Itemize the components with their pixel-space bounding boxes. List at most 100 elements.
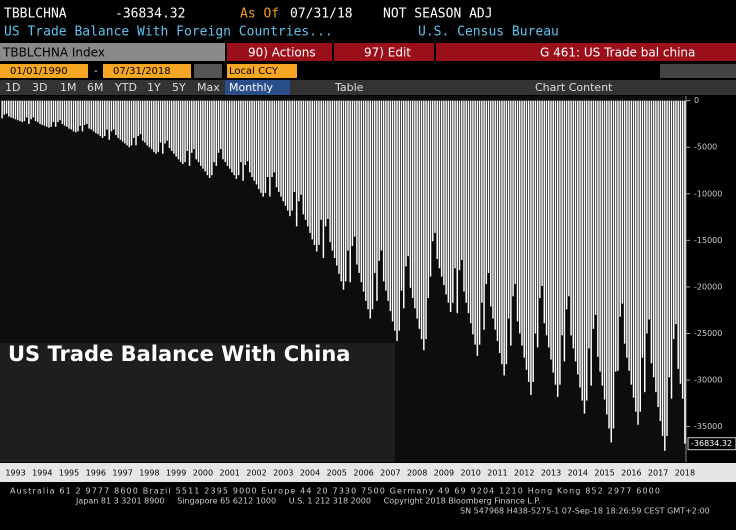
- frequency-box[interactable]: [225, 80, 290, 95]
- bar: [307, 100, 309, 227]
- footer-line: SN 547968 H438-5275-1 07-Sep-18 18:26:59…: [460, 507, 710, 516]
- bar: [202, 100, 204, 169]
- bar: [155, 100, 157, 154]
- period-button[interactable]: Max: [197, 81, 220, 94]
- bar: [347, 100, 349, 251]
- bar: [320, 100, 322, 220]
- period-button[interactable]: 1Y: [147, 81, 161, 94]
- bar: [400, 100, 403, 291]
- bar: [519, 100, 521, 334]
- bar: [590, 100, 592, 386]
- bar: [70, 100, 73, 130]
- periods: 1D 3D 1M 6M YTD 1Y 5Y Max: [5, 81, 220, 94]
- bar: [130, 100, 133, 146]
- end-date-box[interactable]: [103, 64, 191, 78]
- actions-button[interactable]: [227, 43, 332, 61]
- bar: [119, 100, 122, 140]
- bar: [617, 100, 619, 371]
- back-button[interactable]: [660, 64, 736, 78]
- bar: [523, 100, 525, 358]
- bar: [86, 100, 88, 124]
- bar: [601, 100, 604, 386]
- bar: [570, 100, 572, 336]
- bar: [532, 100, 534, 382]
- period-button[interactable]: 5Y: [172, 81, 186, 94]
- bar: [166, 100, 168, 141]
- bar: [494, 100, 496, 330]
- period-button[interactable]: 1D: [5, 81, 20, 94]
- footer-line: Australia 61 2 9777 8600 Brazil 5511 239…: [10, 487, 660, 496]
- x-tick-label: 2014: [568, 469, 588, 478]
- bar: [525, 100, 528, 370]
- nav-buttons[interactable]: [194, 64, 222, 78]
- bar: [63, 100, 66, 126]
- bar: [483, 100, 485, 330]
- x-tick-label: 2010: [461, 469, 481, 478]
- bar: [548, 100, 550, 348]
- bar: [66, 100, 68, 127]
- bar: [262, 100, 264, 197]
- y-tick-label: -5000: [694, 143, 717, 152]
- bar: [652, 100, 655, 378]
- chart-title: US Trade Balance With China: [8, 342, 350, 366]
- bar: [115, 100, 117, 136]
- bar: [407, 100, 409, 257]
- description: US Trade Balance With Foreign Countries.…: [4, 25, 333, 40]
- edit-button[interactable]: [334, 43, 434, 61]
- y-tick-label: -25000: [694, 329, 722, 338]
- bar: [168, 100, 171, 149]
- period-button[interactable]: YTD: [114, 81, 137, 94]
- bar: [378, 100, 380, 261]
- bar: [563, 100, 566, 362]
- x-tick-label: 2004: [300, 469, 320, 478]
- bar: [204, 100, 206, 172]
- period-button[interactable]: 6M: [87, 81, 104, 94]
- bar: [95, 100, 97, 134]
- bar: [28, 100, 30, 124]
- y-tick-label: -30000: [694, 376, 722, 385]
- bar: [632, 100, 635, 398]
- start-date: 01/01/1990: [10, 66, 68, 77]
- actions: 90) Actions: [248, 46, 316, 60]
- period-button[interactable]: 3D: [32, 81, 47, 94]
- bar: [135, 100, 137, 146]
- bar: [481, 100, 483, 303]
- bar: [585, 100, 588, 401]
- bar: [606, 100, 608, 415]
- bar: [353, 100, 356, 237]
- bar: [342, 100, 345, 290]
- bar: [414, 100, 416, 309]
- bar: [68, 100, 70, 129]
- table-button[interactable]: Table: [334, 81, 364, 94]
- bar: [329, 100, 331, 243]
- bar: [1, 100, 3, 119]
- bar: [597, 100, 599, 357]
- bar: [668, 100, 671, 378]
- bar: [264, 100, 267, 193]
- chart-content[interactable]: Chart Content: [535, 81, 613, 94]
- bar: [16, 100, 19, 121]
- bar: [349, 100, 351, 283]
- currency-box[interactable]: [227, 64, 297, 78]
- bar: [485, 100, 488, 285]
- bar: [362, 100, 365, 292]
- bar: [599, 100, 601, 372]
- bar: [619, 100, 621, 317]
- last-value-tag: [687, 437, 736, 451]
- x-tick-label: 2001: [220, 469, 240, 478]
- bar: [137, 100, 139, 137]
- bar: [97, 100, 99, 135]
- bar: [367, 100, 369, 310]
- bar: [657, 100, 659, 408]
- security-box[interactable]: [0, 43, 225, 61]
- bar: [521, 100, 523, 346]
- start-date-box[interactable]: [0, 64, 88, 78]
- bar: [291, 100, 293, 211]
- bar: [545, 100, 548, 336]
- period-button[interactable]: 1M: [60, 81, 77, 94]
- adjustment: NOT SEASON ADJ: [383, 7, 493, 22]
- bar: [108, 100, 110, 140]
- bar: [588, 100, 590, 349]
- x-tick-label: 2016: [621, 469, 641, 478]
